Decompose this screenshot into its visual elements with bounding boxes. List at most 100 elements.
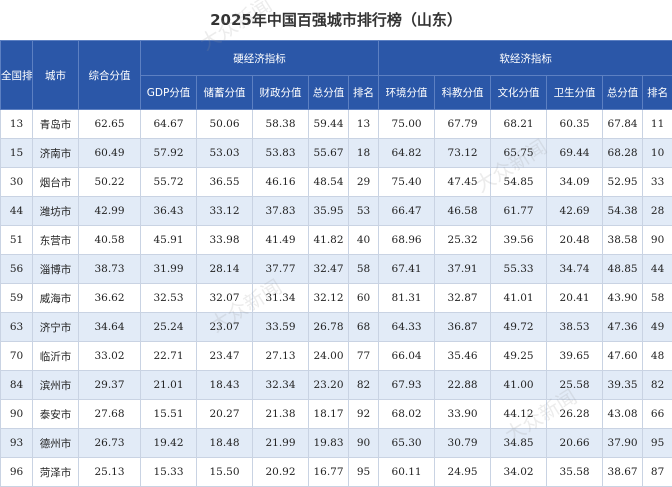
cell-city: 东营市 <box>33 226 79 255</box>
cell-gdp-score: 31.99 <box>141 255 197 284</box>
cell-environment-score: 66.04 <box>379 342 435 371</box>
cell-environment-score: 68.02 <box>379 400 435 429</box>
cell-hard-total-score: 16.77 <box>309 458 349 487</box>
cell-environment-score: 67.93 <box>379 371 435 400</box>
cell-health-score: 20.48 <box>547 226 603 255</box>
cell-soft-total-score: 38.58 <box>603 226 643 255</box>
cell-soft-total-score: 43.08 <box>603 400 643 429</box>
cell-sci-edu-score: 33.90 <box>435 400 491 429</box>
cell-hard-total-score: 41.82 <box>309 226 349 255</box>
cell-sci-edu-score: 30.79 <box>435 429 491 458</box>
cell-savings-score: 36.55 <box>197 168 253 197</box>
cell-culture-score: 44.12 <box>491 400 547 429</box>
cell-fiscal-score: 37.77 <box>253 255 309 284</box>
cell-culture-score: 68.21 <box>491 110 547 139</box>
cell-composite-score: 40.58 <box>79 226 141 255</box>
city-ranking-table: 全国排名 城市 综合分值 硬经济指标 软经济指标 GDP分值 储蓄分值 财政分值… <box>0 40 672 487</box>
cell-savings-score: 18.48 <box>197 429 253 458</box>
cell-soft-rank: 28 <box>643 197 672 226</box>
cell-culture-score: 34.02 <box>491 458 547 487</box>
cell-sci-edu-score: 37.91 <box>435 255 491 284</box>
cell-sci-edu-score: 25.32 <box>435 226 491 255</box>
cell-gdp-score: 64.67 <box>141 110 197 139</box>
cell-soft-total-score: 47.36 <box>603 313 643 342</box>
cell-hard-rank: 68 <box>349 313 379 342</box>
cell-city: 济宁市 <box>33 313 79 342</box>
cell-savings-score: 28.14 <box>197 255 253 284</box>
cell-environment-score: 81.31 <box>379 284 435 313</box>
cell-national-rank: 84 <box>1 371 33 400</box>
cell-soft-rank: 48 <box>643 342 672 371</box>
cell-hard-total-score: 55.67 <box>309 139 349 168</box>
cell-national-rank: 51 <box>1 226 33 255</box>
cell-national-rank: 13 <box>1 110 33 139</box>
cell-hard-rank: 95 <box>349 458 379 487</box>
cell-city: 济南市 <box>33 139 79 168</box>
cell-gdp-score: 55.72 <box>141 168 197 197</box>
cell-national-rank: 15 <box>1 139 33 168</box>
cell-gdp-score: 25.24 <box>141 313 197 342</box>
cell-fiscal-score: 27.13 <box>253 342 309 371</box>
cell-savings-score: 23.47 <box>197 342 253 371</box>
cell-soft-rank: 90 <box>643 226 672 255</box>
cell-hard-rank: 40 <box>349 226 379 255</box>
cell-gdp-score: 45.91 <box>141 226 197 255</box>
cell-soft-rank: 58 <box>643 284 672 313</box>
cell-soft-rank: 87 <box>643 458 672 487</box>
cell-national-rank: 59 <box>1 284 33 313</box>
cell-city: 滨州市 <box>33 371 79 400</box>
cell-national-rank: 44 <box>1 197 33 226</box>
cell-composite-score: 25.13 <box>79 458 141 487</box>
cell-hard-rank: 18 <box>349 139 379 168</box>
cell-soft-total-score: 54.38 <box>603 197 643 226</box>
cell-sci-edu-score: 47.45 <box>435 168 491 197</box>
cell-health-score: 25.58 <box>547 371 603 400</box>
cell-hard-total-score: 26.78 <box>309 313 349 342</box>
cell-soft-total-score: 47.60 <box>603 342 643 371</box>
cell-composite-score: 33.02 <box>79 342 141 371</box>
cell-savings-score: 33.98 <box>197 226 253 255</box>
cell-environment-score: 66.47 <box>379 197 435 226</box>
cell-sci-edu-score: 24.95 <box>435 458 491 487</box>
cell-fiscal-score: 33.59 <box>253 313 309 342</box>
cell-gdp-score: 22.71 <box>141 342 197 371</box>
header-sci-edu-score: 科教分值 <box>435 76 491 110</box>
cell-city: 临沂市 <box>33 342 79 371</box>
cell-hard-total-score: 35.95 <box>309 197 349 226</box>
cell-environment-score: 75.40 <box>379 168 435 197</box>
header-culture-score: 文化分值 <box>491 76 547 110</box>
cell-hard-total-score: 32.47 <box>309 255 349 284</box>
cell-city: 德州市 <box>33 429 79 458</box>
cell-city: 菏泽市 <box>33 458 79 487</box>
cell-environment-score: 75.00 <box>379 110 435 139</box>
cell-hard-rank: 58 <box>349 255 379 284</box>
cell-national-rank: 30 <box>1 168 33 197</box>
header-savings-score: 储蓄分值 <box>197 76 253 110</box>
cell-city: 潍坊市 <box>33 197 79 226</box>
cell-composite-score: 26.73 <box>79 429 141 458</box>
cell-hard-total-score: 19.83 <box>309 429 349 458</box>
cell-soft-rank: 44 <box>643 255 672 284</box>
cell-gdp-score: 57.92 <box>141 139 197 168</box>
cell-culture-score: 54.85 <box>491 168 547 197</box>
cell-hard-rank: 13 <box>349 110 379 139</box>
cell-city: 淄博市 <box>33 255 79 284</box>
cell-national-rank: 90 <box>1 400 33 429</box>
cell-environment-score: 68.96 <box>379 226 435 255</box>
cell-culture-score: 34.85 <box>491 429 547 458</box>
cell-national-rank: 70 <box>1 342 33 371</box>
cell-soft-total-score: 67.84 <box>603 110 643 139</box>
header-hard-rank: 排名 <box>349 76 379 110</box>
cell-environment-score: 65.30 <box>379 429 435 458</box>
cell-health-score: 34.74 <box>547 255 603 284</box>
cell-health-score: 60.35 <box>547 110 603 139</box>
header-soft-economy-group: 软经济指标 <box>379 41 672 76</box>
